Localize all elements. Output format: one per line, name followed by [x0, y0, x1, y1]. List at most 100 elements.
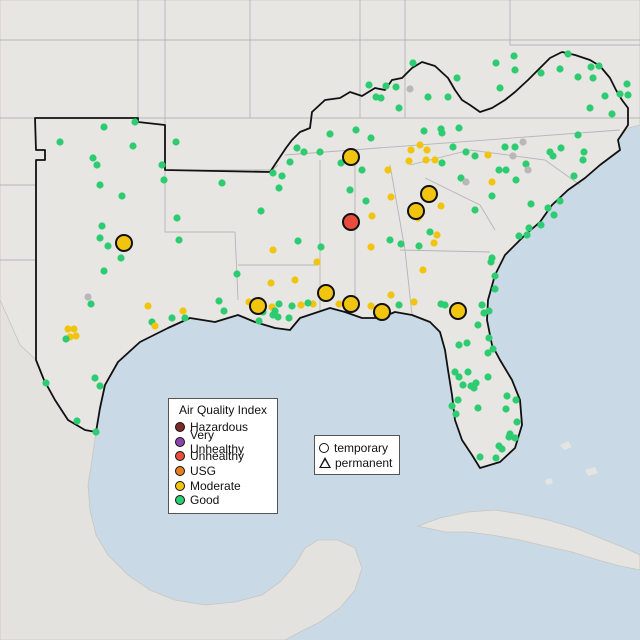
good-swatch-icon: [175, 495, 185, 506]
monitor-marker: [506, 430, 514, 438]
monitor-marker: [56, 138, 64, 146]
monitor-marker: [515, 232, 523, 240]
monitor-marker: [449, 143, 457, 151]
monitor-marker: [92, 428, 100, 436]
monitor-marker: [474, 321, 482, 329]
monitor-marker: [537, 69, 545, 77]
monitor-marker: [478, 301, 486, 309]
monitor-marker: [397, 240, 405, 248]
monitor-marker: [285, 314, 293, 322]
monitor-marker: [179, 307, 187, 315]
monitor-marker: [471, 152, 479, 160]
monitor-marker: [131, 118, 139, 126]
monitor-marker: [84, 293, 92, 301]
monitor-marker: [409, 59, 417, 67]
legend-row-good: Good: [175, 493, 271, 508]
monitor-marker: [288, 302, 296, 310]
monitor-marker: [129, 142, 137, 150]
legend-label-usg: USG: [190, 464, 217, 479]
monitor-marker: [444, 93, 452, 101]
monitor-marker: [337, 159, 345, 167]
monitor-marker: [358, 166, 366, 174]
monitor-marker: [392, 83, 400, 91]
monitor-marker: [271, 307, 279, 315]
monitor-marker: [511, 434, 519, 442]
monitor-marker: [395, 104, 403, 112]
monitor-marker: [455, 124, 463, 132]
monitor-marker: [491, 285, 499, 293]
monitor-marker: [455, 373, 463, 381]
monitor-marker: [433, 231, 441, 239]
monitor-marker: [488, 178, 496, 186]
monitor-marker: [96, 234, 104, 242]
highlighted-monitor-marker: [373, 303, 391, 321]
legend-label-permanent: permanent: [335, 455, 393, 470]
highlighted-monitor-marker: [317, 284, 335, 302]
highlighted-monitor-marker: [449, 302, 467, 320]
monitor-marker: [87, 300, 95, 308]
monitor-marker: [484, 349, 492, 357]
monitor-marker: [313, 258, 321, 266]
monitor-marker: [426, 228, 434, 236]
monitor-marker: [410, 298, 418, 306]
legend-label-temporary: temporary: [334, 441, 389, 456]
monitor-marker: [492, 59, 500, 67]
monitor-marker: [512, 176, 520, 184]
monitor-marker: [491, 272, 499, 280]
monitor-marker: [503, 392, 511, 400]
monitor-marker: [452, 410, 460, 418]
circle-icon: [319, 443, 329, 454]
monitor-marker: [488, 192, 496, 200]
monitor-marker: [326, 130, 334, 138]
monitor-marker: [151, 322, 159, 330]
monitor-marker: [73, 417, 81, 425]
monitor-marker: [346, 186, 354, 194]
monitor-marker: [70, 325, 78, 333]
unhealthy-swatch-icon: [175, 451, 185, 462]
monitor-marker: [544, 204, 552, 212]
monitor-marker: [257, 207, 265, 215]
monitor-marker: [502, 166, 510, 174]
monitor-marker: [510, 52, 518, 60]
monitor-marker: [118, 192, 126, 200]
monitor-marker: [574, 73, 582, 81]
monitor-marker: [269, 246, 277, 254]
monitor-marker: [117, 254, 125, 262]
monitor-marker: [474, 404, 482, 412]
highlighted-monitor-marker: [115, 234, 133, 252]
monitor-marker: [437, 300, 445, 308]
monitor-marker: [367, 302, 375, 310]
monitor-marker: [501, 143, 509, 151]
monitor-marker: [570, 172, 578, 180]
monitor-marker: [98, 222, 106, 230]
monitor-marker: [406, 85, 414, 93]
monitor-marker: [172, 138, 180, 146]
monitor-type-legend: temporary permanent: [314, 435, 400, 475]
monitor-marker: [100, 267, 108, 275]
aqi-legend: Air Quality Index Hazardous Very Unhealt…: [168, 398, 278, 514]
monitor-marker: [512, 396, 520, 404]
monitor-marker: [423, 146, 431, 154]
monitor-marker: [384, 166, 392, 174]
monitor-marker: [549, 152, 557, 160]
monitor-marker: [144, 302, 152, 310]
monitor-marker: [93, 161, 101, 169]
monitor-marker: [550, 211, 558, 219]
monitor-marker: [586, 104, 594, 112]
legend-row-permanent: permanent: [319, 456, 395, 471]
state-boundaries: [0, 0, 640, 316]
monitor-marker: [362, 197, 370, 205]
monitor-marker: [476, 453, 484, 461]
monitor-marker: [405, 157, 413, 165]
monitor-marker: [395, 301, 403, 309]
small-monitor-markers: [42, 50, 632, 462]
cuba: [416, 509, 640, 571]
monitor-marker: [275, 184, 283, 192]
monitor-marker: [160, 176, 168, 184]
aqi-legend-title: Air Quality Index: [178, 403, 268, 417]
monitor-marker: [496, 84, 504, 92]
monitor-marker: [448, 402, 456, 410]
highlighted-monitor-marker: [407, 202, 425, 220]
monitor-marker: [215, 297, 223, 305]
